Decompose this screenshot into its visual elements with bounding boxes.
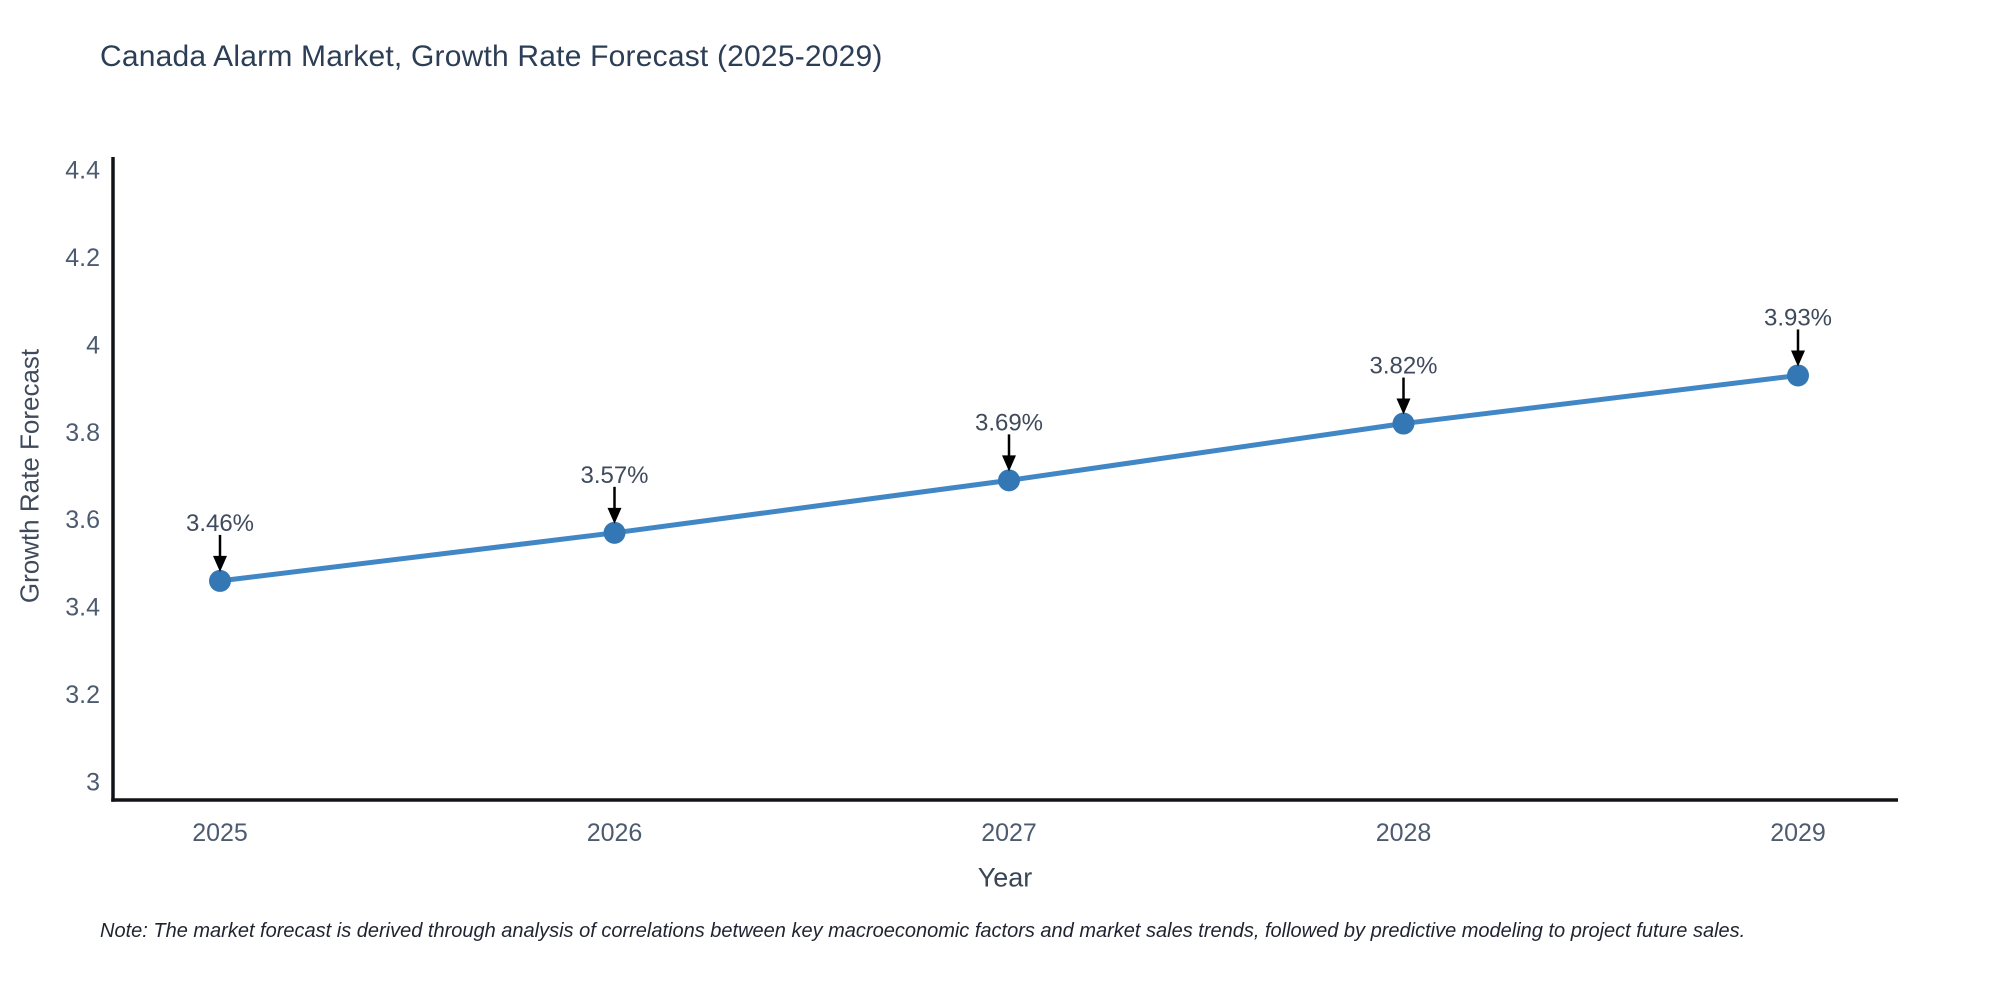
- y-tick-label: 3: [86, 769, 100, 797]
- annotation-arrowhead: [1396, 398, 1411, 415]
- data-point-label: 3.46%: [186, 510, 254, 537]
- x-tick-label: 2025: [192, 819, 248, 847]
- y-tick-label: 4.4: [65, 157, 100, 185]
- data-point-marker[interactable]: [1787, 364, 1809, 387]
- data-point-marker[interactable]: [603, 521, 626, 544]
- annotation-arrowhead: [1791, 350, 1805, 367]
- data-point-marker[interactable]: [1392, 412, 1415, 435]
- data-point-marker[interactable]: [209, 569, 231, 592]
- data-point-label: 3.69%: [975, 409, 1043, 436]
- annotation-arrowhead: [1002, 455, 1016, 472]
- y-tick-label: 3.2: [65, 681, 100, 709]
- chart-title: Canada Alarm Market, Growth Rate Forecas…: [100, 40, 883, 73]
- x-axis-title: Year: [977, 862, 1033, 893]
- y-tick-label: 4.2: [65, 244, 100, 272]
- x-tick-label: 2026: [587, 819, 643, 847]
- footnote: Note: The market forecast is derived thr…: [100, 920, 1746, 942]
- annotation-arrowhead: [607, 507, 622, 524]
- x-tick-label: 2029: [1770, 819, 1826, 847]
- annotation-arrowhead: [213, 555, 227, 572]
- data-point-label: 3.57%: [580, 462, 648, 489]
- data-point-marker[interactable]: [998, 469, 1020, 492]
- y-tick-label: 3.6: [65, 506, 100, 534]
- x-tick-label: 2028: [1376, 819, 1432, 847]
- x-tick-label: 2027: [981, 819, 1037, 847]
- data-point-label: 3.82%: [1369, 353, 1437, 380]
- y-tick-label: 3.8: [65, 419, 100, 447]
- y-tick-label: 4: [86, 331, 100, 359]
- data-point-label: 3.93%: [1764, 304, 1832, 331]
- y-tick-label: 3.4: [65, 594, 100, 622]
